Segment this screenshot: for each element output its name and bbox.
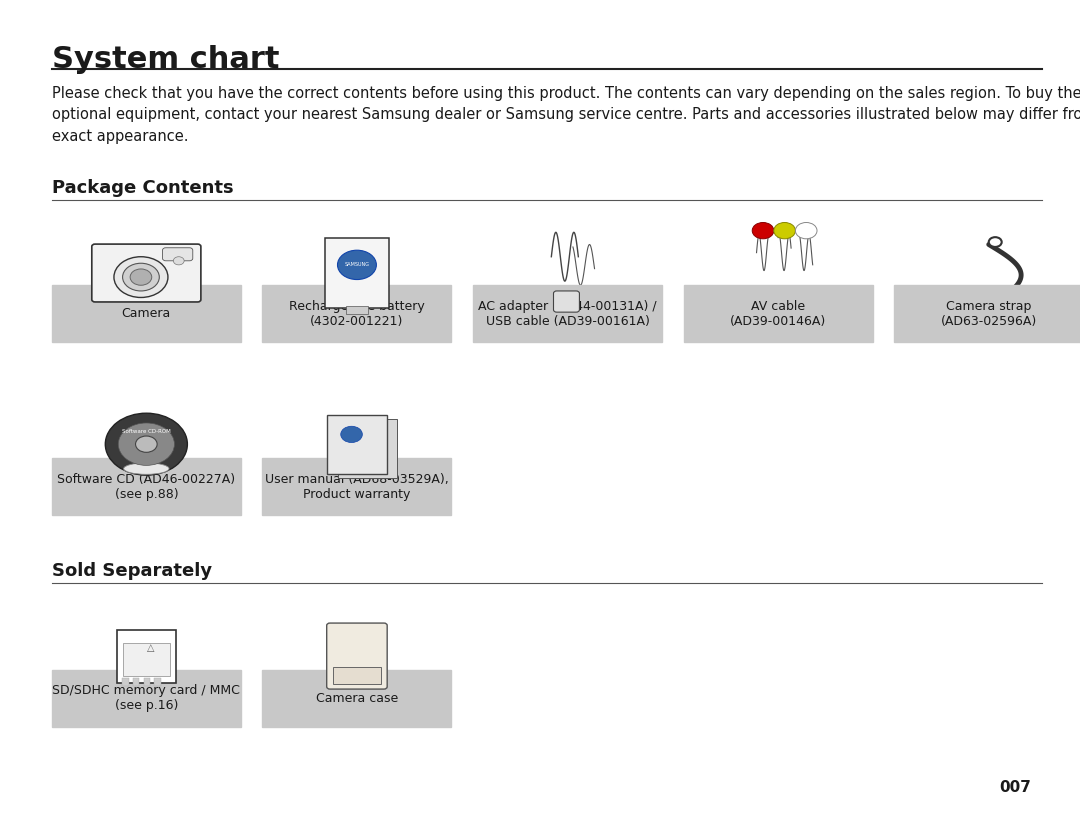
Text: △: △	[147, 643, 154, 653]
Bar	[324, 238, 389, 307]
Text: Please check that you have the correct contents before using this product. The c: Please check that you have the correct c…	[52, 86, 1080, 143]
Text: SD/SDHC memory card / MMC
(see p.16): SD/SDHC memory card / MMC (see p.16)	[53, 685, 240, 712]
Text: Camera strap
(AD63-02596A): Camera strap (AD63-02596A)	[941, 300, 1037, 328]
Text: Sold Separately: Sold Separately	[52, 562, 212, 580]
Circle shape	[106, 413, 188, 475]
Circle shape	[773, 222, 795, 239]
Text: AV cable
(AD39-00146A): AV cable (AD39-00146A)	[730, 300, 826, 328]
Text: SAMSUNG: SAMSUNG	[125, 250, 157, 255]
Text: Rechargeable battery
(4302-001221): Rechargeable battery (4302-001221)	[289, 300, 424, 328]
Bar	[684, 285, 873, 342]
Bar	[52, 670, 241, 727]
Circle shape	[752, 222, 773, 239]
Bar	[52, 458, 241, 515]
Bar	[894, 285, 1080, 342]
FancyBboxPatch shape	[326, 623, 388, 689]
Circle shape	[114, 257, 168, 297]
Ellipse shape	[123, 463, 170, 474]
FancyBboxPatch shape	[162, 248, 193, 261]
Text: Camera: Camera	[122, 307, 171, 320]
FancyBboxPatch shape	[92, 244, 201, 302]
Text: System chart: System chart	[52, 45, 280, 74]
Text: SAMSUNG: SAMSUNG	[345, 262, 369, 267]
Text: User manual (AD68-03529A),
Product warranty: User manual (AD68-03529A), Product warra…	[265, 473, 449, 500]
Bar	[122, 677, 129, 685]
Bar	[262, 285, 451, 342]
Bar	[346, 306, 367, 314]
Circle shape	[795, 222, 818, 239]
Text: 007: 007	[999, 780, 1031, 795]
FancyBboxPatch shape	[554, 291, 579, 312]
Circle shape	[136, 436, 158, 452]
Bar	[338, 419, 397, 478]
Text: Package Contents: Package Contents	[52, 179, 233, 197]
Text: Camera case: Camera case	[315, 692, 399, 705]
Bar	[133, 677, 139, 685]
Bar	[333, 667, 380, 685]
Bar	[327, 415, 387, 474]
Text: Software CD-ROM: Software CD-ROM	[122, 429, 171, 434]
Bar	[144, 677, 150, 685]
Bar	[262, 458, 451, 515]
Circle shape	[130, 269, 151, 285]
Bar	[473, 285, 662, 342]
Circle shape	[337, 250, 377, 280]
Polygon shape	[117, 629, 176, 683]
Bar	[262, 670, 451, 727]
Circle shape	[119, 423, 175, 465]
Circle shape	[123, 263, 160, 291]
Text: AC adapter (AD44-00131A) /
USB cable (AD39-00161A): AC adapter (AD44-00131A) / USB cable (AD…	[478, 300, 657, 328]
Circle shape	[341, 426, 363, 443]
Bar	[52, 285, 241, 342]
Circle shape	[989, 237, 1002, 247]
Text: Software CD (AD46-00227A)
(see p.88): Software CD (AD46-00227A) (see p.88)	[57, 473, 235, 500]
Bar	[154, 677, 161, 685]
Circle shape	[173, 257, 184, 265]
Bar	[123, 642, 170, 676]
